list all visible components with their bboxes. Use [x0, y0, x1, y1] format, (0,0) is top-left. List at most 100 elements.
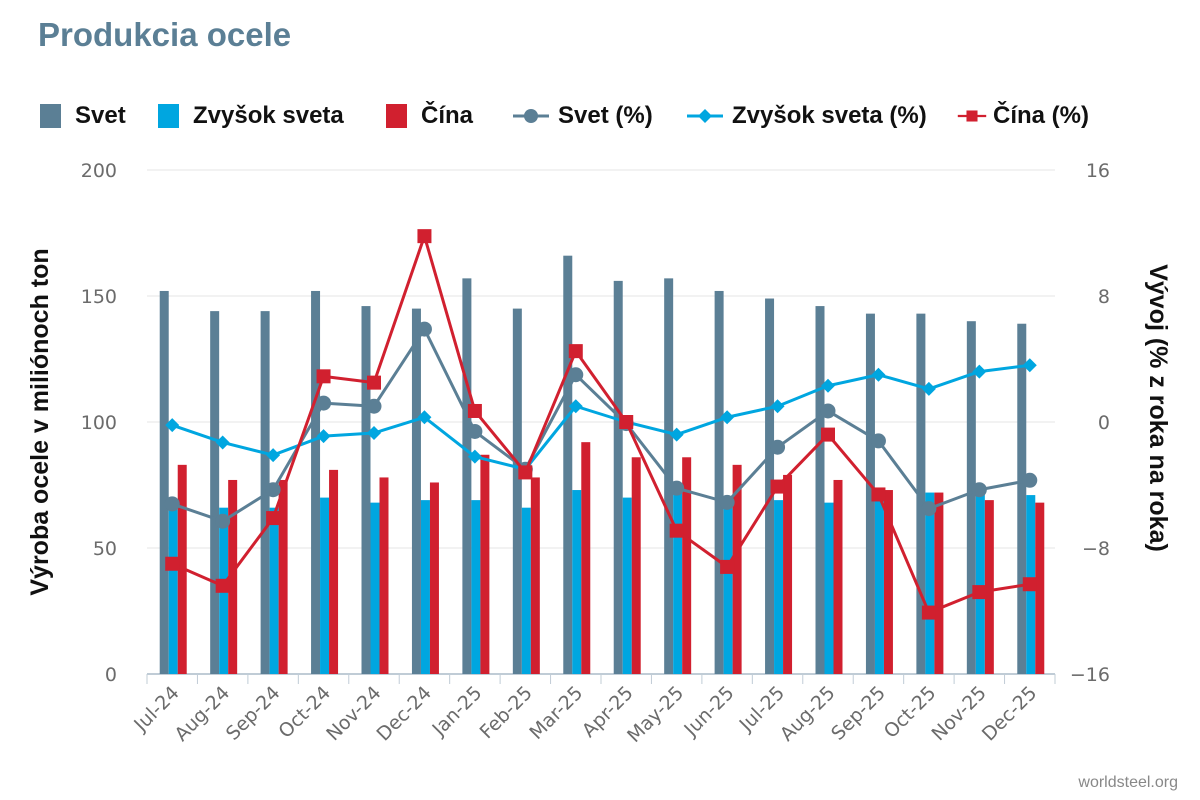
point-cina	[921, 605, 936, 620]
point-svet	[467, 423, 483, 439]
legend-item-zvysok-sveta[interactable]: Zvyšok sveta	[158, 98, 344, 134]
x-tick-label: Sep-25	[827, 682, 890, 745]
point-zvysok-sveta	[871, 367, 886, 382]
y2-tick-label: −16	[1070, 664, 1110, 686]
point-zvysok-sveta	[669, 427, 684, 442]
point-svet	[316, 395, 332, 411]
legend-item-zvysok-sveta-pct[interactable]: Zvyšok sveta (%)	[686, 98, 927, 134]
bar-zvysok-sveta	[269, 507, 279, 674]
point-cina	[669, 523, 684, 538]
legend-item-svet[interactable]: Svet	[40, 98, 126, 134]
bar-zvysok-sveta	[673, 492, 683, 674]
bar-zvysok-sveta	[168, 505, 178, 674]
x-tick-label: Jun-25	[679, 682, 738, 741]
legend-swatch-zvysok-sveta	[158, 104, 179, 128]
line-series	[164, 229, 1038, 620]
bar-svet	[159, 290, 169, 674]
line-cina	[171, 234, 1031, 615]
y-axis-right-ticks: −16 −8 0 8 16	[1070, 160, 1110, 686]
point-zvysok-sveta	[215, 435, 230, 450]
legend-item-cina-pct[interactable]: Čína (%)	[957, 98, 1089, 134]
legend-swatch-zvysok-sveta-pct	[687, 109, 723, 123]
legend-item-cina[interactable]: Čína	[386, 98, 473, 134]
point-cina	[215, 578, 230, 593]
bar-svet	[311, 290, 321, 674]
bar-cina	[1035, 502, 1045, 674]
y-axis-left-title: Výroba ocele v miliónoch ton	[26, 248, 54, 595]
point-cina	[266, 511, 281, 526]
x-tick-label: Nov-24	[322, 682, 385, 745]
bar-zvysok-sveta	[824, 502, 834, 674]
bar-cina	[581, 442, 591, 674]
point-cina	[367, 375, 381, 390]
point-svet	[820, 403, 836, 419]
legend-swatch-svet	[40, 104, 61, 128]
bar-cina	[883, 490, 893, 674]
bar-zvysok-sveta	[874, 495, 884, 674]
point-zvysok-sveta	[821, 378, 835, 393]
bar-cina	[934, 492, 944, 674]
bar-zvysok-sveta	[521, 507, 531, 674]
y-tick-label: 100	[81, 412, 117, 434]
bar-cina	[682, 457, 692, 674]
point-cina	[972, 585, 987, 600]
bar-zvysok-sveta	[723, 497, 733, 674]
point-zvysok-sveta	[921, 381, 936, 396]
point-svet	[971, 482, 987, 498]
legend-item-svet-pct[interactable]: Svet (%)	[512, 98, 653, 134]
point-svet	[164, 496, 180, 512]
point-cina	[467, 403, 482, 418]
legend-label-zvysok-sveta: Zvyšok sveta	[193, 102, 344, 129]
bar-svet	[462, 278, 472, 674]
x-tick-label: Sep-24	[222, 682, 285, 745]
bar-zvysok-sveta	[925, 492, 935, 674]
point-cina	[316, 369, 331, 384]
point-zvysok-sveta	[568, 399, 583, 414]
point-svet	[215, 513, 231, 529]
bar-cina	[278, 479, 288, 674]
point-zvysok-sveta	[316, 429, 331, 444]
source-credit[interactable]: worldsteel.org	[1078, 774, 1178, 791]
bar-cina	[530, 477, 540, 674]
legend-label-zvysok-sveta-pct: Zvyšok sveta (%)	[732, 102, 927, 129]
point-cina	[821, 427, 835, 442]
point-zvysok-sveta	[972, 364, 987, 379]
x-tick-label: May-25	[623, 682, 688, 747]
point-svet	[719, 494, 735, 510]
legend-label-cina: Čína	[421, 102, 474, 129]
point-svet	[265, 482, 281, 498]
bar-cina	[732, 464, 742, 674]
bar-cina	[984, 500, 994, 674]
point-svet	[416, 321, 432, 337]
point-zvysok-sveta	[720, 410, 735, 425]
bar-svet	[714, 290, 724, 674]
bar-cina	[480, 454, 490, 674]
point-cina	[619, 415, 634, 429]
y-tick-label: 0	[105, 664, 117, 686]
bar-cina	[429, 482, 439, 674]
bar-svet	[815, 306, 825, 674]
bar-svet	[512, 308, 522, 674]
point-cina	[568, 344, 583, 359]
bar-cina	[631, 457, 641, 674]
y2-tick-label: 0	[1098, 412, 1110, 434]
point-zvysok-sveta	[1022, 358, 1037, 373]
x-tick-label: Nov-25	[928, 682, 991, 745]
line-zvysok-sveta	[171, 363, 1030, 471]
legend: Svet Zvyšok sveta Čína Svet (%) Zvyšok s…	[0, 98, 1200, 138]
bar-svet	[563, 255, 573, 674]
bar-svet	[916, 313, 926, 674]
bar-zvysok-sveta	[975, 492, 985, 674]
point-zvysok-sveta	[367, 426, 381, 441]
bar-cina	[228, 479, 238, 674]
chart-title: Produkcia ocele	[38, 16, 292, 53]
bar-cina	[833, 479, 843, 674]
point-cina	[1022, 577, 1037, 592]
bar-zvysok-sveta	[420, 500, 430, 674]
bar-svet	[210, 311, 220, 674]
x-tick-label: Dec-24	[372, 682, 436, 746]
legend-label-cina-pct: Čína (%)	[993, 102, 1089, 129]
y-tick-label: 50	[93, 538, 117, 560]
x-tick-label: Aug-24	[170, 682, 234, 746]
